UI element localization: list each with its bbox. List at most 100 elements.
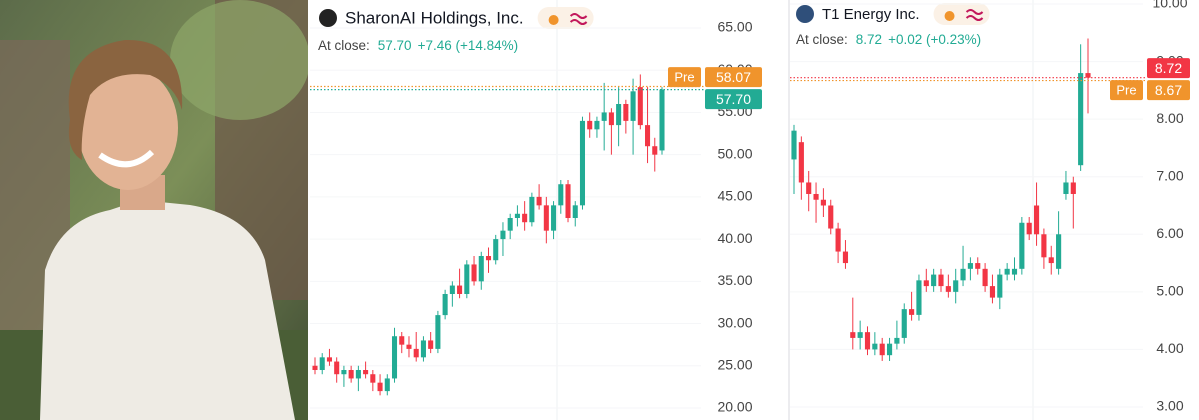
y-tick-label: 4.00 (1156, 340, 1183, 356)
pre-badge (1110, 80, 1143, 101)
price-tag (705, 89, 762, 110)
candle-body (507, 218, 513, 231)
candle-body (967, 263, 973, 269)
candle-body (493, 239, 499, 261)
charts-background (308, 0, 1199, 420)
candle-body (565, 184, 571, 218)
at-close-label: At close: (318, 38, 370, 53)
candle-body (326, 357, 332, 362)
candle-body (857, 332, 863, 338)
smile (98, 149, 155, 168)
logo (319, 9, 337, 27)
candle-body (960, 268, 966, 281)
price-tag-label: 58.07 (716, 69, 751, 85)
y-tick-label: 3.00 (1156, 398, 1183, 414)
candle-body (630, 91, 636, 121)
candle-body (1070, 182, 1076, 194)
logo (796, 5, 814, 23)
wave-icon (569, 13, 588, 25)
candle-body (886, 343, 893, 356)
candle-body (842, 251, 849, 264)
y-tick-label: 8.00 (1156, 110, 1183, 126)
pre-badge (668, 67, 701, 88)
price-tag-label: 8.67 (1155, 82, 1182, 98)
candle-body (377, 382, 383, 392)
candle-body (601, 112, 607, 121)
candle-body (1056, 234, 1062, 269)
candle-body (1011, 268, 1018, 275)
candle-body (1033, 205, 1040, 235)
candle-body (384, 378, 390, 392)
candle-body (478, 256, 484, 282)
wave-icon (965, 9, 984, 21)
sun-icon (548, 15, 559, 25)
y-tick-label: 35.00 (717, 272, 752, 288)
candle-body (608, 112, 614, 126)
candle-body (872, 343, 878, 350)
candle-body (579, 120, 586, 206)
candle-body (659, 89, 665, 151)
candle-body (522, 213, 528, 223)
foliage (170, 0, 310, 120)
candle-body (355, 370, 361, 379)
candle-body (428, 340, 434, 349)
candle-body (879, 343, 885, 356)
pre-label: Pre (1116, 83, 1136, 98)
y-tick-label: 10.00 (1152, 0, 1187, 11)
change: +0.02 (+0.23%) (888, 32, 981, 47)
candle-body (312, 365, 318, 370)
chart-title: SharonAI Holdings, Inc. (345, 8, 524, 27)
y-tick-label: 25.00 (717, 356, 752, 372)
y-tick-label: 30.00 (717, 314, 752, 330)
candle-body (500, 230, 506, 240)
hair (68, 39, 183, 160)
price-tag (705, 67, 762, 88)
candle-body (413, 348, 419, 358)
photo (0, 0, 310, 420)
chart-title: T1 Energy Inc. (822, 6, 920, 23)
candle-body (1048, 257, 1054, 264)
candle-body (828, 205, 834, 229)
y-tick-label: 20.00 (717, 399, 752, 415)
candle-body (894, 337, 900, 344)
price-tag-label: 57.70 (716, 91, 751, 107)
candle-body (1019, 222, 1025, 269)
candle-body (399, 336, 405, 345)
candle-body (1026, 222, 1032, 235)
candle-body (391, 336, 398, 379)
candle-body (975, 263, 981, 269)
close-price: 57.70 (378, 38, 412, 53)
candle-body (997, 274, 1003, 298)
candle-body (464, 264, 470, 294)
candle-body (442, 294, 448, 316)
sweater (40, 200, 295, 420)
candle-body (341, 370, 347, 375)
candle-body (1041, 234, 1047, 258)
at-close-label: At close: (796, 32, 848, 47)
candle-body (623, 104, 629, 121)
candle-body (1085, 73, 1091, 78)
candle-body (916, 280, 922, 315)
y-tick-label: 65.00 (717, 19, 752, 35)
price-tag (1147, 58, 1190, 79)
y-tick-label: 6.00 (1156, 225, 1183, 241)
pre-label: Pre (674, 70, 694, 85)
candle-body (348, 370, 354, 379)
candle-body (558, 184, 564, 206)
at-close: At close: 8.72 +0.02 (+0.23%) (796, 32, 981, 47)
price-tag-label: 8.72 (1155, 60, 1182, 76)
candle-body (514, 213, 520, 218)
candle-body (1004, 268, 1010, 275)
candle-body (989, 286, 996, 298)
candle-body (820, 199, 826, 206)
candle-body (850, 332, 856, 338)
candle-body (1078, 73, 1084, 166)
candle-body (945, 286, 951, 292)
candle-body (406, 344, 412, 349)
candle-body (420, 340, 426, 358)
y-tick-label: 40.00 (717, 230, 752, 246)
candle-body (909, 309, 915, 315)
sun-icon (944, 11, 955, 21)
candle-body (835, 228, 841, 252)
